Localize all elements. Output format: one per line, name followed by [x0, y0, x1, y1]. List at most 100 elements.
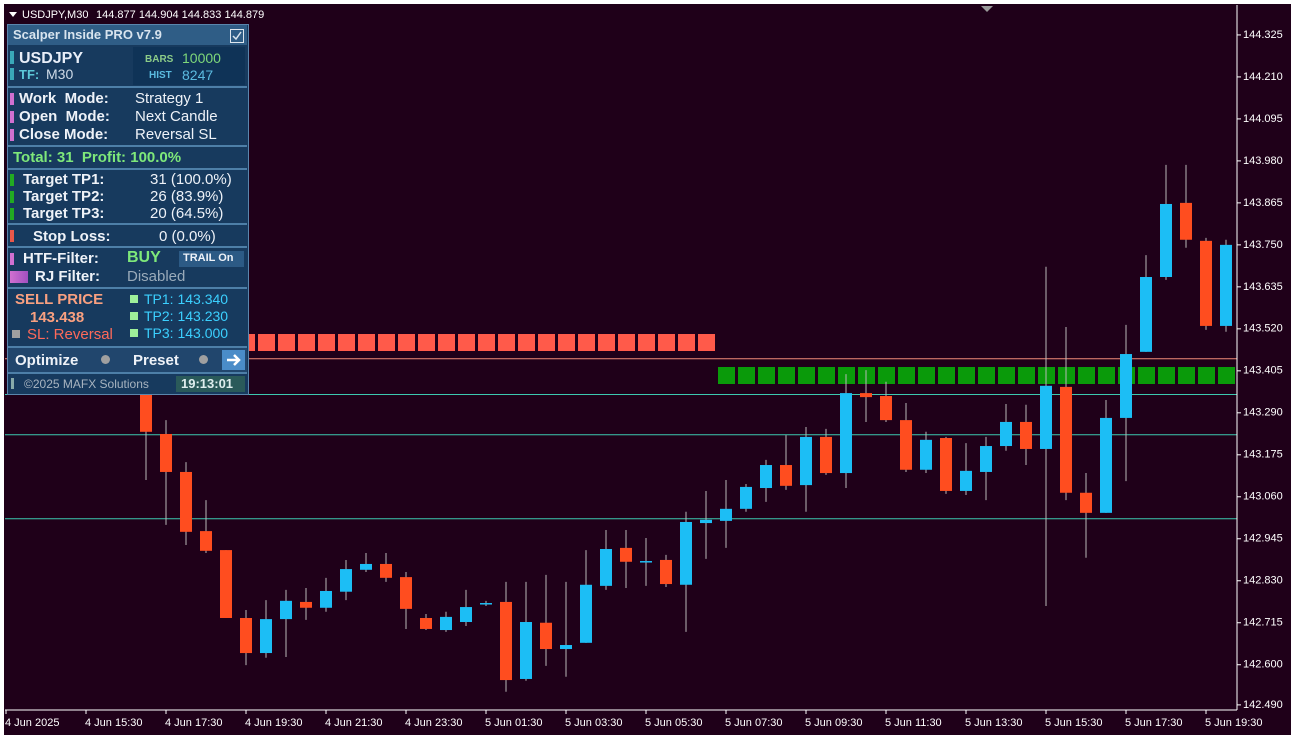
x-tick-label: 4 Jun 2025: [5, 717, 59, 729]
signal-box: [938, 367, 955, 384]
candle-body: [860, 393, 872, 398]
indicator-bar: [10, 51, 14, 64]
signal-box: [678, 334, 695, 351]
y-tick-label: 143.405: [1243, 365, 1283, 377]
y-tick-label: 143.060: [1243, 491, 1283, 503]
separator: [8, 145, 247, 147]
signal-box: [578, 334, 595, 351]
candle-body: [920, 439, 932, 470]
y-tick-label: 142.830: [1243, 575, 1283, 587]
tp-level: TP2: 143.230: [144, 308, 229, 324]
signal-box: [1198, 367, 1215, 384]
stop-loss-value: 0 (0.0%): [159, 228, 216, 245]
candle-body: [980, 446, 992, 472]
header-prices: 144.877 144.904 144.833 144.879: [96, 9, 264, 21]
trail: TRAIL On: [183, 252, 234, 264]
candle-body: [1020, 421, 1032, 449]
candle-body: [900, 420, 912, 470]
y-tick-label: 144.210: [1243, 71, 1283, 83]
x-tick-label: 5 Jun 17:30: [1125, 717, 1183, 729]
signal-box: [1078, 367, 1095, 384]
candle-body: [540, 622, 552, 650]
separator: [8, 346, 247, 348]
target-value: 31 (100.0%): [150, 171, 232, 188]
next-button[interactable]: [222, 350, 245, 370]
signal-box: [978, 367, 995, 384]
candle-body: [720, 508, 732, 521]
mode-value: Reversal SL: [135, 126, 217, 143]
mode-value: Next Candle: [135, 108, 218, 125]
optimize-dot: [101, 355, 110, 364]
y-tick-label: 142.490: [1243, 699, 1283, 711]
signal-box: [278, 334, 295, 351]
candle-body: [1140, 276, 1152, 352]
y-tick-label: 143.290: [1243, 407, 1283, 419]
candle-body: [700, 519, 712, 524]
candle-body: [500, 601, 512, 681]
candle-body: [1060, 386, 1072, 493]
candle-body: [760, 465, 772, 489]
candle-body: [160, 433, 172, 472]
optimize-button[interactable]: Optimize: [15, 352, 79, 369]
candle-body: [280, 600, 292, 620]
tf-value: M30: [46, 66, 74, 82]
candle-body: [660, 559, 672, 585]
separator: [8, 287, 247, 289]
bars-box: [133, 47, 245, 85]
menu-arrow[interactable]: [9, 12, 17, 17]
mode-label: Close Mode:: [19, 126, 109, 143]
signal-box: [618, 334, 635, 351]
target-value: 26 (83.9%): [150, 188, 224, 205]
symbol: USDJPY: [19, 50, 84, 67]
indicator-bar: [10, 208, 14, 220]
header-symbol: USDJPY,M30: [22, 9, 88, 21]
signal-box: [918, 367, 935, 384]
y-tick-label: 143.865: [1243, 197, 1283, 209]
candle-body: [220, 550, 232, 618]
signal-box: [398, 334, 415, 351]
indicator-bar: [10, 230, 14, 242]
y-tick-label: 142.600: [1243, 659, 1283, 671]
total: Total: 31 Profit: 100.0%: [13, 149, 182, 166]
candle-body: [420, 617, 432, 629]
rj-label: RJ Filter:: [35, 268, 101, 285]
x-tick-label: 5 Jun 13:30: [965, 717, 1023, 729]
sl-marker: [12, 330, 20, 338]
x-tick-label: 4 Jun 19:30: [245, 717, 303, 729]
candle-body: [320, 590, 332, 608]
tp-level: TP1: 143.340: [144, 291, 229, 307]
sell-label: SELL PRICE: [15, 291, 104, 308]
signal-box: [778, 367, 795, 384]
candle-body: [1160, 203, 1172, 277]
signal-box: [818, 367, 835, 384]
indicator-bar: [10, 129, 14, 141]
candle-body: [620, 547, 632, 562]
rj-value: Disabled: [127, 268, 186, 285]
panel-checkbox[interactable]: [230, 29, 244, 43]
marks-layer: [5, 164, 1237, 692]
candle-body: [1040, 385, 1052, 449]
signal-box: [878, 367, 895, 384]
signal-box: [658, 334, 675, 351]
signal-box: [458, 334, 475, 351]
signal-box: [638, 334, 655, 351]
x-tick-label: 5 Jun 19:30: [1205, 717, 1263, 729]
shift-marker: [981, 6, 993, 12]
signal-box: [1098, 367, 1115, 384]
candle-body: [1100, 417, 1112, 513]
candle-body: [580, 584, 592, 643]
preset-button[interactable]: Preset: [133, 352, 179, 369]
candle-body: [600, 548, 612, 586]
x-tick-label: 4 Jun 23:30: [405, 717, 463, 729]
hist-value: 8247: [182, 67, 214, 83]
time: 19:13:01: [181, 376, 234, 391]
signal-box: [478, 334, 495, 351]
target-label: Target TP2:: [23, 188, 105, 205]
y-tick-label: 143.635: [1243, 281, 1283, 293]
separator: [8, 246, 247, 248]
indicator-bar: [10, 191, 14, 203]
candle-body: [400, 577, 412, 609]
target-value: 20 (64.5%): [150, 205, 224, 222]
sell-price: 143.438: [30, 309, 85, 326]
signal-box: [998, 367, 1015, 384]
